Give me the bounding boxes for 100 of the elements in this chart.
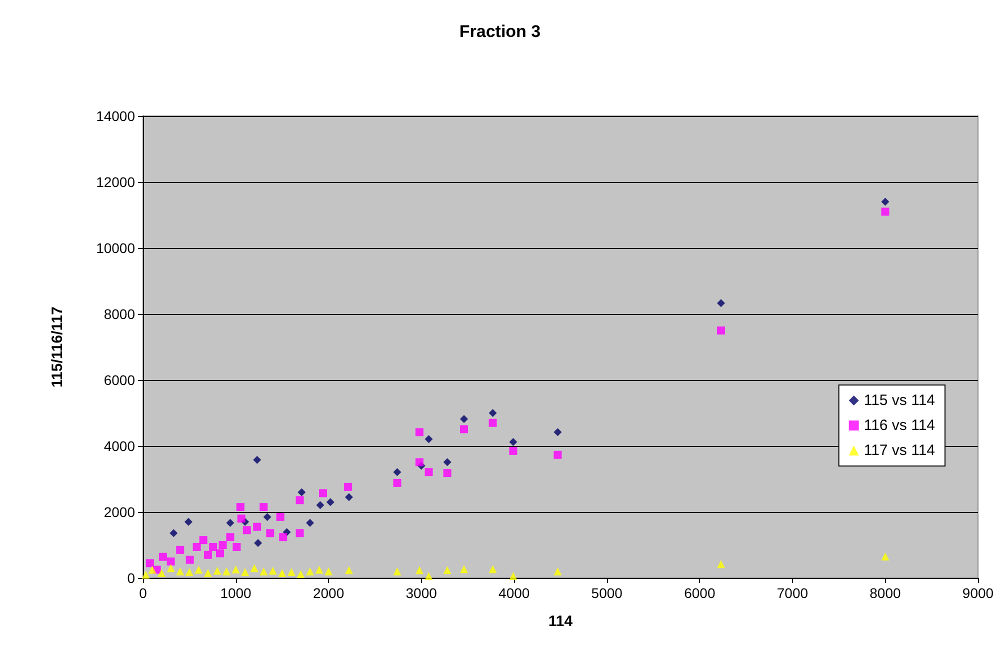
point bbox=[266, 529, 274, 538]
point bbox=[318, 489, 327, 498]
point bbox=[158, 569, 166, 578]
point bbox=[443, 566, 452, 574]
point bbox=[344, 482, 352, 491]
point bbox=[509, 446, 518, 455]
point bbox=[393, 567, 402, 576]
point bbox=[260, 503, 268, 512]
point bbox=[250, 564, 258, 572]
point bbox=[415, 458, 424, 466]
legend-label: 117 vs 114 bbox=[864, 442, 936, 459]
point bbox=[306, 567, 314, 576]
point bbox=[344, 566, 353, 574]
point bbox=[554, 567, 562, 576]
point bbox=[276, 512, 284, 521]
point bbox=[415, 428, 424, 436]
y-tick-label: 10000 bbox=[96, 240, 136, 256]
point bbox=[170, 529, 178, 538]
y-tick-label: 8000 bbox=[104, 306, 136, 322]
y-tick-label: 2000 bbox=[104, 504, 136, 520]
point bbox=[253, 522, 262, 531]
point bbox=[176, 546, 184, 554]
point bbox=[298, 488, 306, 496]
point bbox=[296, 570, 305, 578]
point bbox=[316, 501, 324, 510]
point bbox=[306, 518, 314, 527]
point bbox=[278, 569, 286, 578]
point bbox=[717, 560, 726, 568]
point bbox=[166, 564, 175, 572]
point bbox=[460, 565, 468, 574]
point bbox=[226, 518, 234, 527]
point bbox=[213, 566, 222, 575]
point bbox=[509, 438, 518, 446]
point bbox=[166, 558, 175, 566]
point bbox=[176, 567, 184, 576]
point bbox=[209, 542, 218, 551]
point bbox=[460, 414, 468, 423]
point bbox=[881, 198, 890, 206]
point bbox=[146, 559, 154, 568]
point bbox=[488, 418, 497, 427]
point bbox=[236, 503, 244, 512]
point bbox=[415, 566, 424, 574]
point bbox=[142, 570, 150, 579]
x-tick-label: 0 bbox=[139, 585, 148, 601]
point bbox=[279, 533, 288, 542]
point bbox=[424, 435, 433, 444]
point bbox=[148, 566, 156, 574]
point bbox=[194, 566, 203, 574]
point bbox=[222, 567, 230, 576]
y-tick-label: 0 bbox=[127, 570, 136, 586]
point bbox=[554, 428, 562, 436]
point bbox=[218, 541, 227, 549]
point bbox=[324, 567, 333, 576]
x-tick-label: 6000 bbox=[684, 585, 716, 601]
point bbox=[241, 568, 250, 576]
point bbox=[393, 468, 402, 476]
point bbox=[268, 566, 277, 575]
point bbox=[263, 512, 272, 521]
point bbox=[184, 518, 192, 526]
point bbox=[717, 326, 726, 334]
x-tick-label: 4000 bbox=[498, 585, 530, 601]
point bbox=[326, 498, 334, 506]
point bbox=[237, 514, 246, 523]
y-tick-label: 4000 bbox=[104, 438, 136, 454]
point bbox=[881, 552, 890, 561]
x-tick-label: 2000 bbox=[312, 585, 344, 601]
point bbox=[204, 550, 212, 559]
point bbox=[443, 458, 452, 466]
x-tick-label: 7000 bbox=[776, 585, 808, 601]
point bbox=[460, 425, 468, 434]
point bbox=[424, 572, 433, 580]
x-tick-label: 8000 bbox=[870, 585, 902, 601]
legend-label: 116 vs 114 bbox=[864, 417, 936, 434]
point bbox=[242, 526, 251, 534]
point bbox=[881, 208, 890, 216]
point bbox=[509, 572, 518, 580]
x-axis-title: 114 bbox=[548, 613, 574, 630]
point bbox=[185, 568, 194, 576]
legend-label: 115 vs 114 bbox=[864, 392, 936, 409]
y-tick-label: 6000 bbox=[104, 372, 136, 388]
y-axis-title: 115/116/117 bbox=[49, 306, 66, 388]
point bbox=[186, 556, 194, 564]
point bbox=[260, 567, 268, 576]
x-tick-label: 9000 bbox=[962, 585, 994, 601]
point bbox=[226, 533, 234, 542]
point bbox=[554, 450, 562, 459]
point bbox=[192, 542, 201, 551]
x-tick-label: 1000 bbox=[220, 585, 252, 601]
point bbox=[443, 469, 452, 478]
y-tick-label: 12000 bbox=[96, 174, 136, 190]
point bbox=[393, 478, 402, 487]
point bbox=[199, 536, 208, 544]
point bbox=[717, 299, 726, 308]
point bbox=[344, 493, 353, 502]
chart-title: Fraction 3 bbox=[459, 22, 541, 41]
x-tick-label: 5000 bbox=[591, 585, 623, 601]
y-tick-label: 14000 bbox=[96, 108, 136, 124]
point bbox=[216, 549, 224, 558]
point bbox=[204, 569, 212, 578]
point bbox=[253, 456, 262, 464]
